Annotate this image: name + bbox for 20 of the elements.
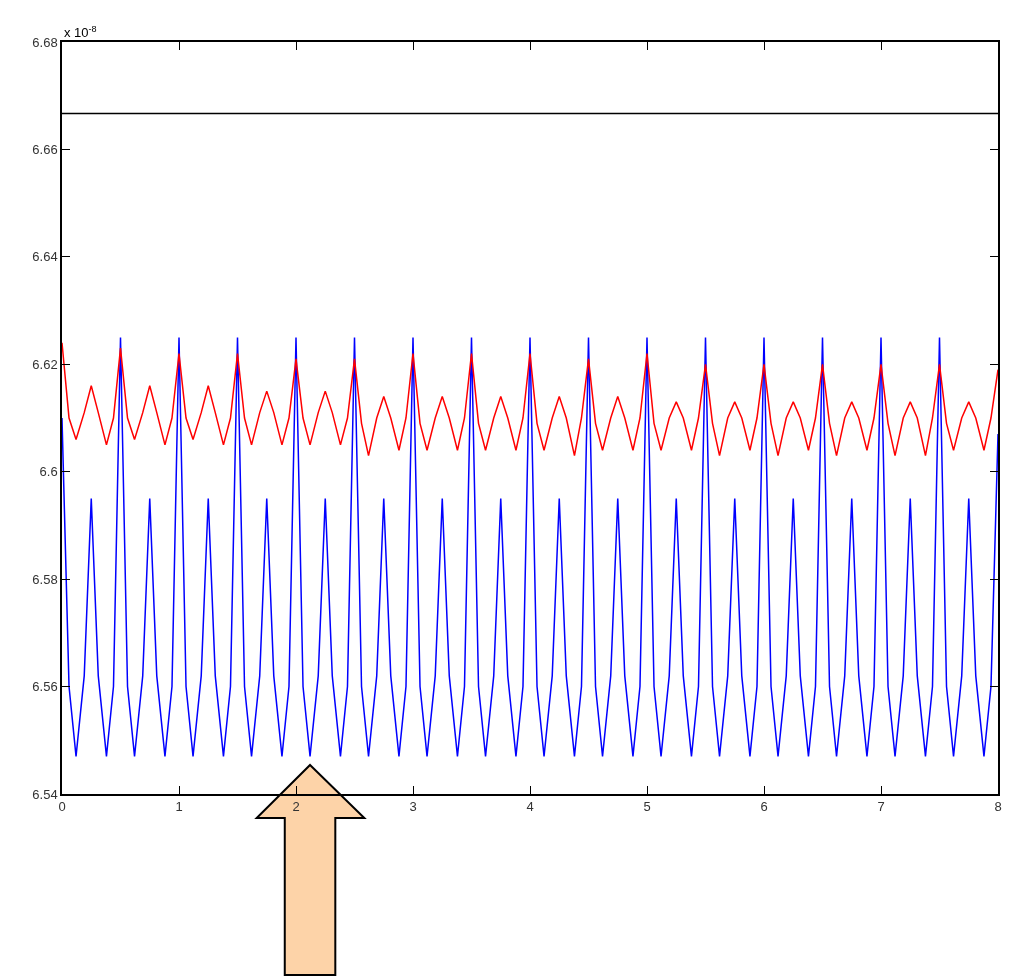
y-tick-label: 6.56 — [32, 679, 58, 695]
x-tick-label: 7 — [877, 799, 885, 815]
x-tick-label: 5 — [643, 799, 651, 815]
line-series — [62, 342, 998, 457]
x-tick-label: 2 — [292, 799, 300, 815]
x-tick-label: 3 — [409, 799, 417, 815]
x-tick-label: 4 — [526, 799, 534, 815]
line-series — [62, 336, 998, 758]
y-tick-label: 6.68 — [32, 34, 58, 50]
x-tick-label: 1 — [175, 799, 183, 815]
y-tick-label: 6.58 — [32, 571, 58, 587]
x-tick-label: 8 — [994, 799, 1002, 815]
y-tick-label: 6.66 — [32, 141, 58, 157]
y-tick-label: 6.54 — [32, 786, 58, 802]
x-tick-label: 6 — [760, 799, 768, 815]
text: x 10$^{-8}$ — [64, 24, 97, 41]
y-tick-label: 6.62 — [32, 356, 58, 372]
y-tick-label: 6.6 — [39, 464, 58, 480]
y-tick-label: 6.64 — [32, 249, 58, 265]
x-tick-label: 0 — [58, 799, 66, 815]
